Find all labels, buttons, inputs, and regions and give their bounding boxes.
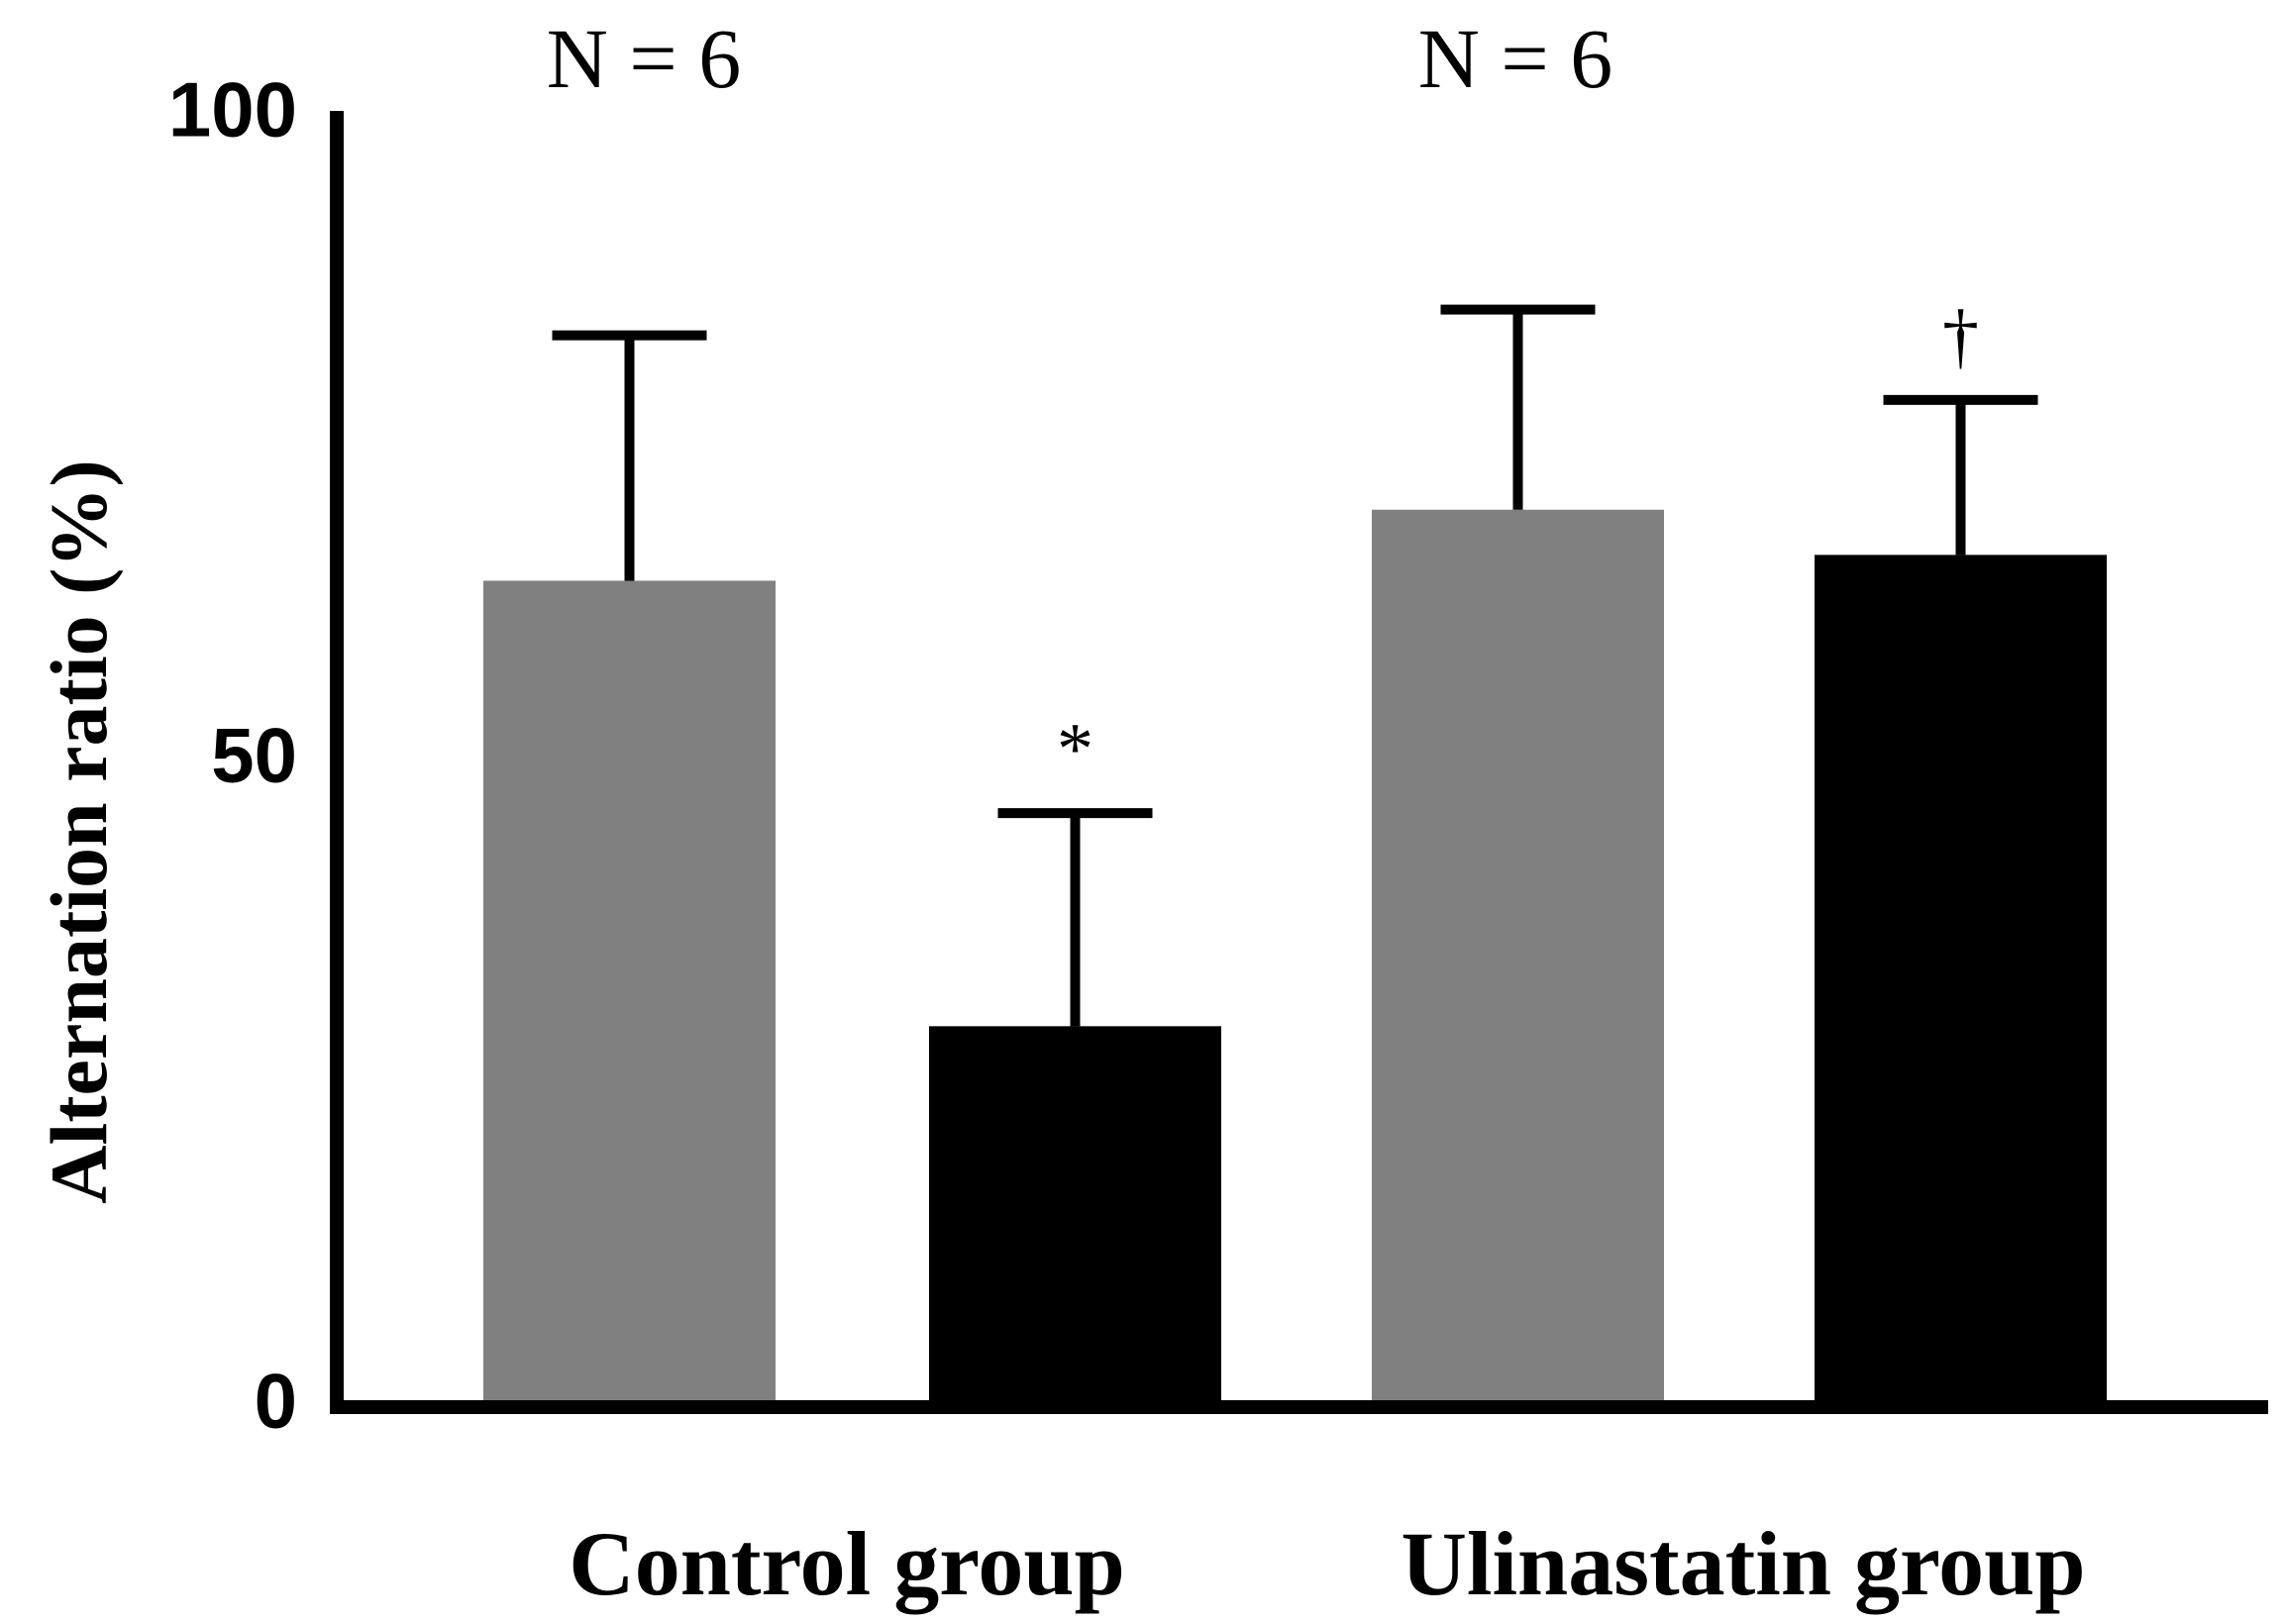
significance-marker-3: † — [1942, 296, 1979, 377]
x-category-label-1: Ulinastatin group — [1401, 1513, 2085, 1614]
error-bars-layer — [552, 304, 2038, 1027]
y-tick-label-0: 0 — [255, 1358, 297, 1445]
x-category-label-0: Control group — [569, 1513, 1124, 1614]
bars-layer — [483, 509, 2107, 1407]
y-tick-label-50: 50 — [211, 712, 297, 799]
annotation-layer: * † Control group Ulinastatin group N = 6 N =… — [547, 11, 2086, 1614]
bar-black-3 — [1815, 555, 2107, 1407]
y-axis-label: Alternation ratio (%) — [34, 459, 124, 1204]
bar-black-1 — [929, 1026, 1221, 1407]
y-ticks-layer: 0 50 100 — [168, 66, 297, 1445]
group-n-label-1: N = 6 — [1418, 11, 1613, 106]
y-tick-label-100: 100 — [168, 66, 297, 153]
bar-gray-2 — [1372, 509, 1664, 1407]
significance-marker-1: * — [1057, 709, 1093, 790]
bar-gray-0 — [483, 580, 776, 1407]
group-n-label-0: N = 6 — [547, 11, 742, 106]
